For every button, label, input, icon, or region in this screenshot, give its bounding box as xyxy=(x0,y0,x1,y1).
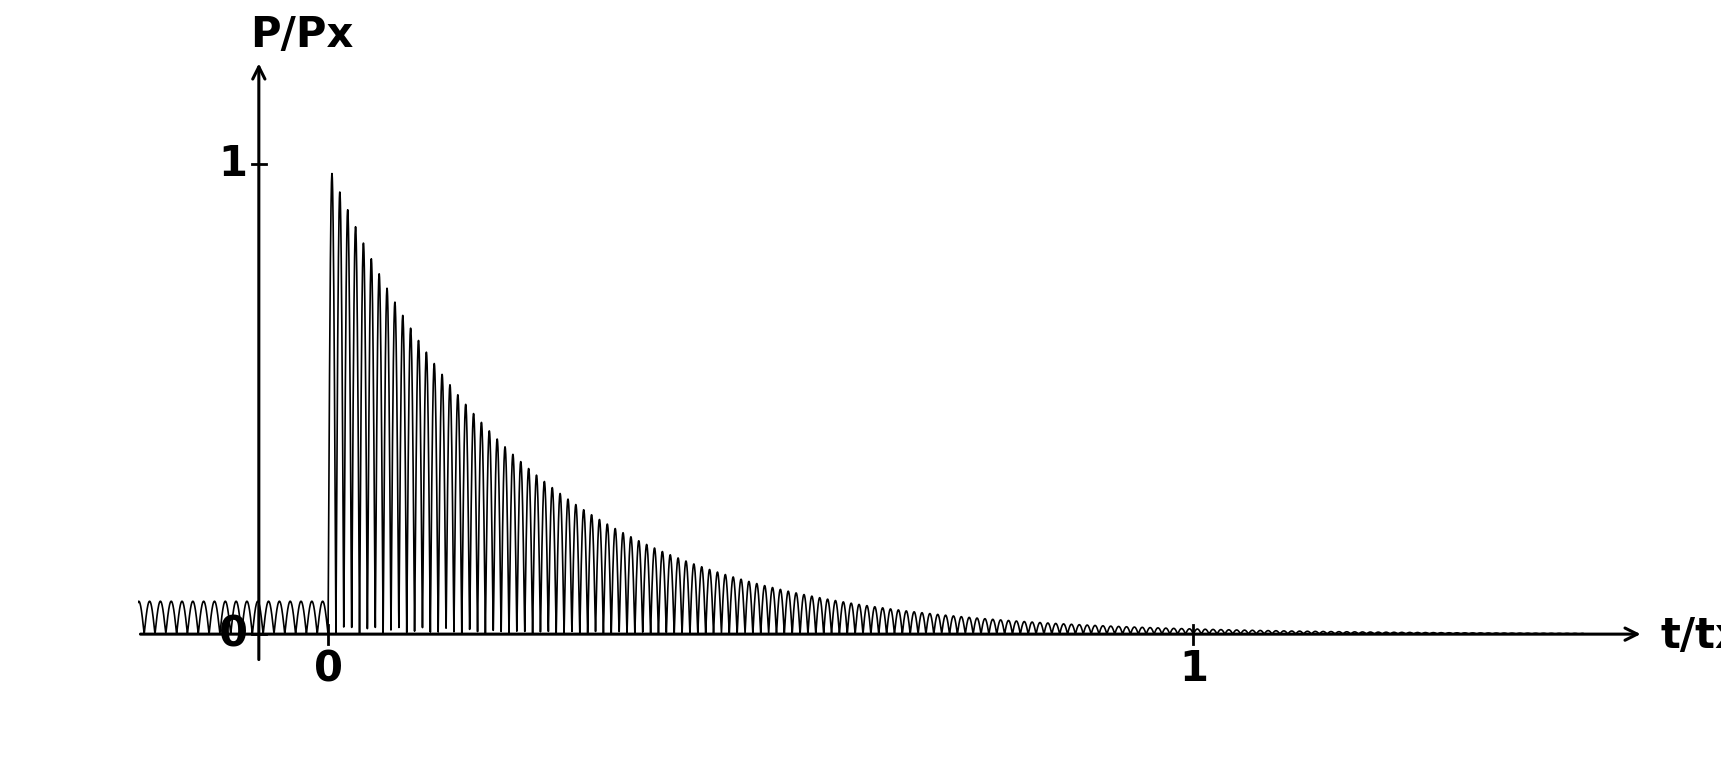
Text: t/tx: t/tx xyxy=(1661,615,1721,657)
Text: P/Px: P/Px xyxy=(250,14,353,56)
Text: 0: 0 xyxy=(219,613,248,655)
Text: 1: 1 xyxy=(1179,648,1208,691)
Text: 1: 1 xyxy=(219,143,248,185)
Text: 0: 0 xyxy=(313,648,342,691)
